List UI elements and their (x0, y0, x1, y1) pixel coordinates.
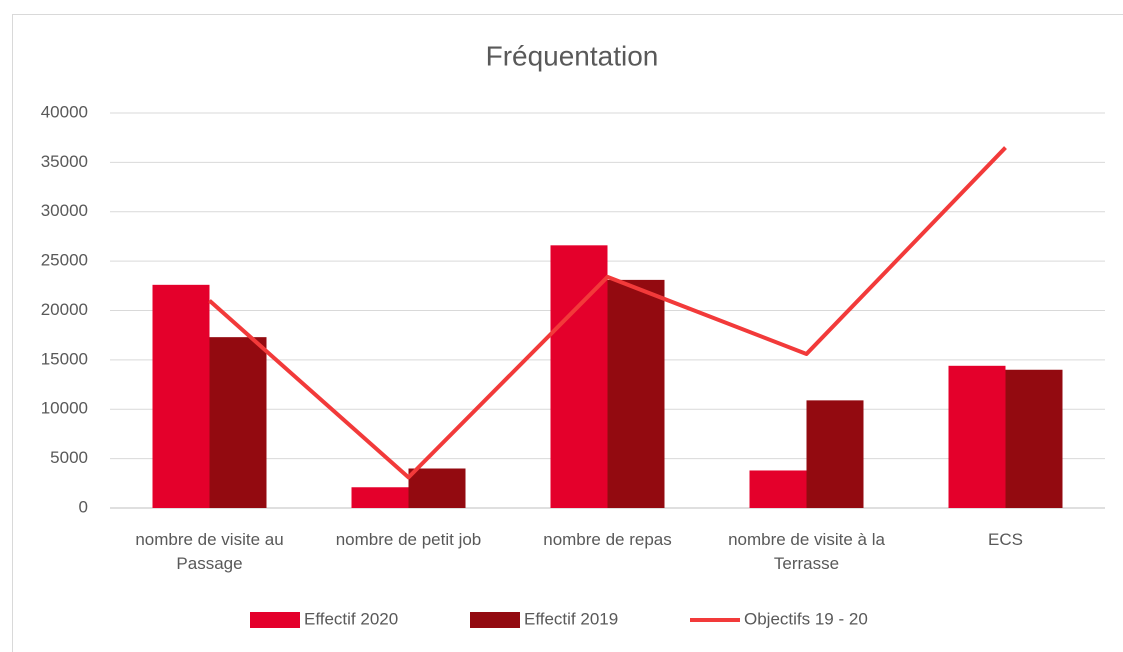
bar (152, 284, 210, 508)
bar (749, 470, 807, 508)
legend-swatch (470, 612, 520, 628)
chart-title: Fréquentation (486, 40, 659, 71)
x-tick-label: nombre de visite au Passage (135, 530, 284, 573)
y-tick-label: 15000 (41, 349, 88, 368)
y-tick-label: 10000 (41, 399, 88, 418)
bar (607, 279, 665, 508)
x-tick-label: nombre de petit job (335, 530, 482, 549)
line (208, 146, 1007, 480)
bar (408, 468, 466, 508)
y-tick-label: 25000 (41, 251, 88, 270)
bar (948, 365, 1006, 508)
bar (351, 487, 409, 508)
y-tick-label: 40000 (41, 102, 88, 121)
bar (806, 400, 864, 508)
x-tick-label: nombre de repas (543, 530, 672, 549)
chart-border (12, 14, 1123, 652)
y-tick-label: 35000 (41, 152, 88, 171)
y-tick-label: 30000 (41, 201, 88, 220)
x-tick-label: ECS (988, 530, 1023, 549)
legend-label: Objectifs 19 - 20 (744, 609, 868, 628)
legend-label: Effectif 2019 (524, 609, 618, 628)
y-tick-label: 0 (79, 497, 88, 516)
x-tick-label: nombre de visite à la Terrasse (728, 530, 885, 573)
y-tick-label: 5000 (50, 448, 88, 467)
bar (1005, 369, 1063, 508)
legend-swatch (250, 612, 300, 628)
y-tick-label: 20000 (41, 300, 88, 319)
legend-label: Effectif 2020 (304, 609, 398, 628)
bar (209, 337, 267, 508)
